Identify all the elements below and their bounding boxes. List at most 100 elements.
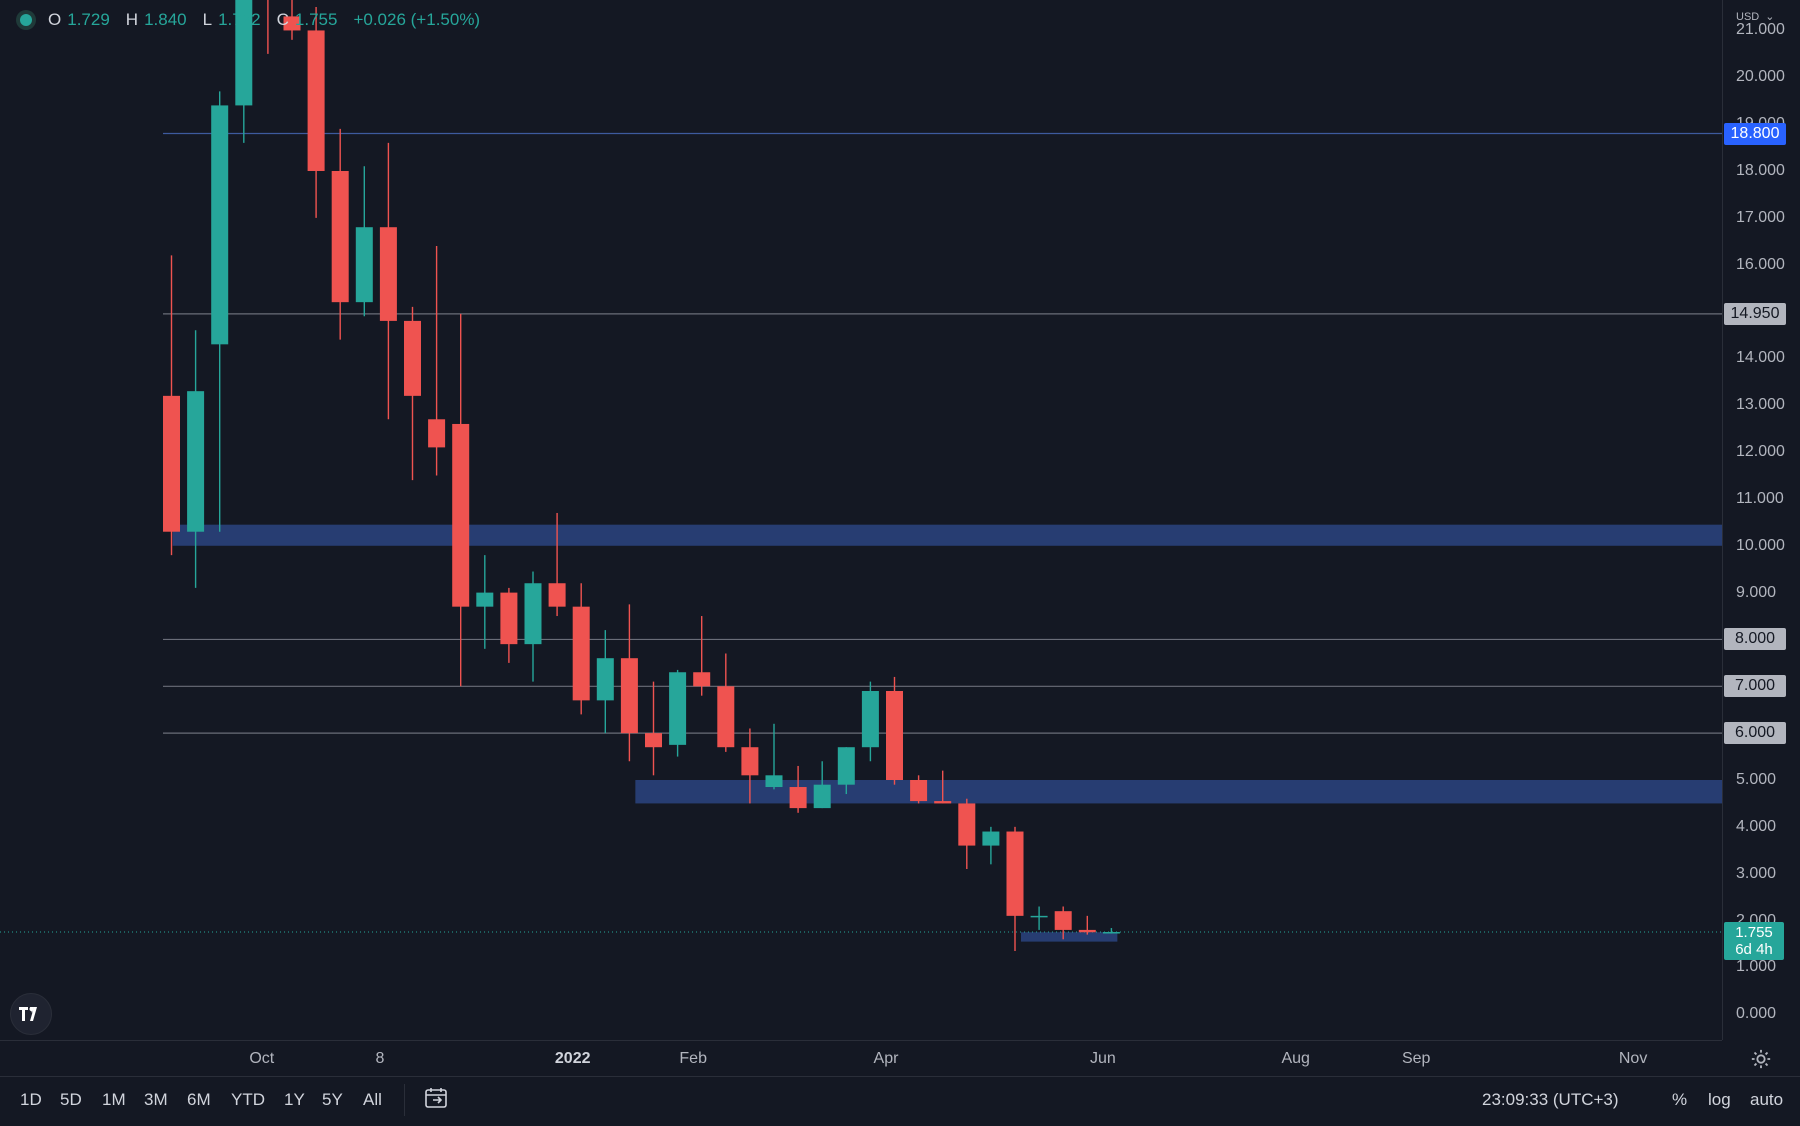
- candle-body-30: [886, 690, 903, 780]
- legend-low-label: L: [202, 10, 213, 29]
- price-tick-20: 20.000: [1736, 68, 1785, 86]
- price-tick-14: 14.000: [1736, 349, 1785, 367]
- range-button-ytd[interactable]: YTD: [231, 1090, 265, 1109]
- candle-body-5: [283, 16, 301, 31]
- level-label-1: 14.950: [1724, 302, 1786, 325]
- candle-body-28: [837, 747, 855, 785]
- candle-body-12: [452, 423, 470, 607]
- legend-close-label: C: [276, 10, 289, 29]
- price-tick-0: 0.000: [1736, 1005, 1777, 1023]
- candle-body-16: [548, 583, 566, 607]
- level-label-3: 7.000: [1724, 675, 1786, 698]
- candle-body-19: [620, 658, 638, 734]
- candle-body-3: [235, 0, 253, 106]
- percent-scale-toggle[interactable]: %: [1672, 1090, 1688, 1109]
- candle-body-23: [717, 686, 735, 748]
- candle-body-37: [1054, 911, 1072, 930]
- candle-body-27: [813, 784, 831, 809]
- range-button-5y[interactable]: 5Y: [322, 1090, 343, 1109]
- price-tick-1: 1.000: [1736, 958, 1777, 976]
- legend-change: +0.026 (+1.50%): [353, 10, 481, 29]
- chevron-down-icon: ⌄: [1765, 11, 1775, 23]
- tradingview-logo[interactable]: [10, 993, 52, 1035]
- candle-body-26: [789, 787, 807, 809]
- candle-body-22: [693, 672, 711, 687]
- legend-high-label: H: [125, 10, 139, 29]
- candle-body-24: [741, 747, 759, 776]
- time-tick-7: Sep: [1401, 1050, 1431, 1067]
- bar-countdown: 6d 4h: [1735, 941, 1773, 959]
- range-button-all[interactable]: All: [363, 1090, 382, 1109]
- legend-open-label: O: [48, 10, 62, 29]
- time-tick-6: Aug: [1281, 1050, 1310, 1067]
- legend-high-value: 1.840: [144, 10, 187, 29]
- date-range-icon[interactable]: [424, 1087, 448, 1109]
- candle-body-10: [404, 320, 421, 396]
- log-scale-toggle[interactable]: log: [1708, 1090, 1731, 1109]
- price-tick-9: 9.000: [1736, 583, 1777, 601]
- candle-body-2: [211, 105, 229, 345]
- price-tick-12: 12.000: [1736, 443, 1785, 461]
- clock[interactable]: 23:09:33 (UTC+3): [1482, 1090, 1619, 1109]
- level-label-4: 6.000: [1724, 722, 1786, 745]
- chart-area[interactable]: [0, 0, 1722, 1040]
- legend-open-value: 1.729: [67, 10, 110, 29]
- price-tick-4: 4.000: [1736, 817, 1777, 835]
- range-button-6m[interactable]: 6M: [187, 1090, 211, 1109]
- level-label-0: 18.800: [1724, 122, 1786, 145]
- candle-body-15: [524, 583, 542, 645]
- price-tick-13: 13.000: [1736, 396, 1785, 414]
- current-price-label: 1.755 6d 4h: [1724, 922, 1784, 961]
- time-tick-0: Oct: [249, 1050, 275, 1067]
- currency-label: USD: [1736, 11, 1760, 23]
- ohlc-legend: O 1.729 H 1.840 L 1.722 C 1.755 +0.026 (+1.5…: [20, 10, 490, 30]
- range-button-1d[interactable]: 1D: [20, 1090, 42, 1109]
- candle-body-17: [572, 606, 590, 701]
- current-price-value: 1.755: [1735, 924, 1773, 942]
- range-button-5d[interactable]: 5D: [60, 1090, 82, 1109]
- tradingview-logo-icon: [19, 1007, 37, 1021]
- price-tick-5: 5.000: [1736, 771, 1777, 788]
- range-button-3m[interactable]: 3M: [144, 1090, 168, 1109]
- settings-gear-icon[interactable]: [1750, 1048, 1772, 1070]
- candle-body-38: [1078, 929, 1096, 933]
- candle-body-33: [958, 803, 976, 846]
- price-tick-18: 18.000: [1736, 161, 1785, 179]
- candle-body-11: [428, 419, 446, 448]
- candle-body-7: [331, 170, 349, 303]
- price-tick-3: 3.000: [1736, 864, 1777, 882]
- price-tick-16: 16.000: [1736, 255, 1785, 273]
- time-tick-8: Nov: [1618, 1050, 1648, 1067]
- candle-body-0: [163, 395, 180, 532]
- candle-body-25: [765, 775, 783, 788]
- candle-body-31: [910, 780, 928, 802]
- support-zone-1: [635, 780, 1722, 804]
- auto-scale-toggle[interactable]: auto: [1750, 1090, 1784, 1109]
- candle-body-34: [982, 831, 1000, 846]
- toolbar-divider: [404, 1084, 405, 1116]
- time-axis[interactable]: [0, 1040, 1722, 1077]
- price-tick-11: 11.000: [1736, 489, 1784, 507]
- candle-body-18: [596, 658, 614, 701]
- legend-close-value: 1.755: [294, 10, 338, 29]
- legend-low-value: 1.722: [218, 10, 261, 29]
- price-tick-10: 10.000: [1736, 536, 1785, 554]
- bottom-toolbar: [0, 1076, 1800, 1126]
- candle-body-9: [379, 227, 397, 321]
- range-button-1y[interactable]: 1Y: [284, 1090, 305, 1109]
- currency-selector[interactable]: USD ⌄: [1730, 7, 1774, 24]
- candle-body-21: [669, 672, 687, 745]
- candle-body-14: [500, 592, 518, 645]
- price-axis[interactable]: [1722, 0, 1800, 1040]
- price-tick-17: 17.000: [1736, 208, 1785, 226]
- candle-body-35: [1006, 831, 1024, 916]
- range-button-1m[interactable]: 1M: [102, 1090, 126, 1109]
- time-tick-4: Apr: [873, 1050, 899, 1067]
- level-label-2: 8.000: [1724, 628, 1786, 651]
- candlestick-chart[interactable]: [0, 0, 1722, 1040]
- candle-body-32: [934, 801, 952, 804]
- support-zone-2: [1020, 932, 1118, 942]
- candle-body-8: [355, 227, 373, 303]
- time-tick-1: 8: [375, 1050, 385, 1067]
- candle-body-13: [476, 592, 494, 607]
